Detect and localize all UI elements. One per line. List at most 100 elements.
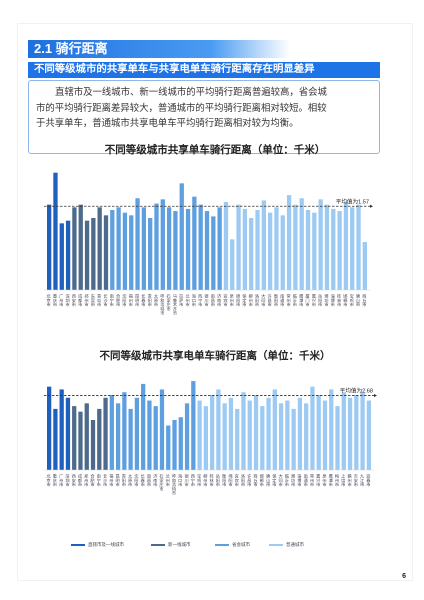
chart-1-bar	[141, 207, 147, 290]
chart-1-bar	[110, 210, 115, 290]
chart-2-category-label: 南昌市	[147, 473, 152, 488]
chart-1-bar	[274, 207, 279, 290]
chart-2-category-label: 岳阳市	[216, 473, 221, 488]
chart-1-category-label: 广州市	[59, 293, 64, 308]
chart-1-bar	[148, 218, 153, 290]
chart-2-bar	[47, 386, 52, 470]
chart-2-category-label: 唐山市	[266, 473, 271, 488]
chart-2-category-label: 南宁市	[97, 473, 102, 488]
chart-2-category-label: 昆明市	[115, 474, 121, 488]
chart-1-category-label: 潍坊市	[324, 293, 330, 308]
chart-1-bar	[103, 215, 109, 290]
chart-2-category-label: 桂林市	[209, 473, 215, 488]
chart-1-category-label: 成都市	[77, 293, 83, 308]
chart-1-category-label: 合肥市	[115, 293, 121, 308]
chart-1-category-label: 海口市	[191, 293, 197, 308]
chart-2-category-label: 上饶市	[340, 473, 346, 488]
chart-2-bar	[178, 417, 183, 470]
chart-2-bar	[216, 389, 221, 470]
chart-1-bar	[312, 212, 317, 290]
chart-1-bar	[362, 242, 367, 290]
chart-2-bar	[247, 400, 252, 470]
chart-1-category-label: 长沙市	[103, 293, 109, 308]
chart-1-bar	[324, 204, 330, 290]
chart-1-category-label: 西宁市	[198, 294, 203, 308]
chart-2-bar	[341, 392, 346, 470]
chart-1-bar	[236, 204, 241, 290]
chart-2-bar	[329, 389, 334, 470]
chart-1-bar	[299, 198, 304, 290]
chart-1-category-label: 重庆市	[52, 293, 58, 308]
chart-1-bar	[337, 211, 342, 290]
chart-1-category-label: 南通市	[279, 293, 285, 308]
chart-1-bar	[97, 207, 102, 290]
chart-2-category-label: 常州市	[310, 473, 315, 488]
chart-1-category-label: 青岛市	[97, 293, 102, 308]
chart-1-category-label: 泉州市	[229, 293, 235, 308]
chart-1-bar	[160, 199, 165, 290]
chart-2-category-label: 长沙市	[102, 473, 108, 488]
chart-2-category-label: 广州市	[59, 473, 64, 488]
chart-1-bar	[204, 211, 210, 290]
chart-1-bar	[249, 218, 254, 290]
chart-2-bar	[235, 408, 240, 470]
chart-1-category-label: 保定市	[241, 293, 247, 308]
chart-2-category-label: 石家庄市	[159, 474, 165, 493]
chart-1-category-label: 郑州市	[84, 293, 90, 308]
chart-2-category-label: 赣州市	[347, 473, 353, 488]
chart-2-category-label: 太原市	[127, 473, 133, 488]
chart-2-average-label: 平均值为2.68	[340, 387, 373, 395]
chart-1-bar	[192, 196, 197, 290]
chart-1-bar	[293, 204, 298, 290]
chart-1-bar	[255, 210, 260, 290]
chart-2-bar	[103, 397, 108, 470]
chart-2-average-arrow	[374, 393, 377, 398]
chart-2-bar	[316, 395, 321, 470]
chart-2-bar	[147, 400, 152, 470]
legend-label: 新一线城市	[168, 542, 191, 547]
chart-1-bar	[331, 208, 336, 290]
chart-1-category-label: 北京市	[46, 293, 52, 308]
chart-2-category-label: 兰州市	[166, 473, 171, 488]
chart-1-category-label: 兰州市	[186, 293, 191, 308]
chart-1-bar	[217, 207, 222, 290]
subheading-bar	[28, 62, 380, 78]
chart-1-category-label: 沈阳市	[122, 293, 127, 308]
legend-swatch	[151, 544, 165, 546]
chart-1-category-label: 福州市	[129, 293, 134, 308]
chart-2-category-label: 洛阳市	[240, 473, 246, 488]
chart-1-category-label: 绵阳市	[236, 293, 241, 308]
chart-2-bar	[191, 381, 196, 470]
chart-1-category-label: 柳州市	[249, 293, 254, 308]
chart-1-bar	[78, 204, 83, 290]
chart-1-bar	[261, 200, 266, 290]
chart-2-category-label: 南通市	[303, 473, 309, 488]
chart-2-category-label: 银川市	[184, 473, 190, 488]
section-title: 2.1 骑行距离	[34, 41, 108, 56]
summary-line: 市的平均骑行距离差异较大，普通城市的平均骑行距离相对较短。相较	[36, 101, 327, 113]
chart-2-bar	[134, 397, 140, 470]
chart-2-category-label: 泉州市	[322, 473, 328, 488]
chart-1-category-label: 昆明市	[134, 294, 140, 308]
chart-1-bar	[59, 223, 64, 290]
chart-1-bar	[166, 207, 172, 290]
legend-label: 省会城市	[232, 542, 250, 547]
chart-1-category-label: 东莞市	[91, 293, 96, 308]
chart-2-category-label: 郑州市	[83, 473, 89, 488]
chart-2-category-label: 成都市	[77, 473, 83, 488]
chart-1-bar	[305, 210, 311, 290]
chart-2-category-label: 合肥市	[90, 473, 96, 488]
chart-2-bar	[203, 406, 208, 470]
chart-1-category-label: 乌鲁木齐市	[172, 293, 178, 317]
chart-2-category-label: 许昌市	[247, 473, 252, 488]
chart-2-bar	[90, 420, 96, 470]
chart-2-title: 不同等级城市共享电单车骑行距离（单位：千米）	[99, 350, 331, 362]
chart-2-category-label: 长春市	[140, 473, 146, 488]
chart-1-category-label: 呼和浩特市	[160, 293, 165, 317]
chart-1-bar	[91, 218, 96, 290]
chart-2-bar	[272, 389, 277, 470]
chart-1-bar	[267, 212, 273, 290]
chart-2-category-label: 济南市	[152, 473, 158, 488]
chart-2-bar	[65, 397, 71, 470]
chart-2-category-label: 邯郸市	[260, 473, 265, 488]
